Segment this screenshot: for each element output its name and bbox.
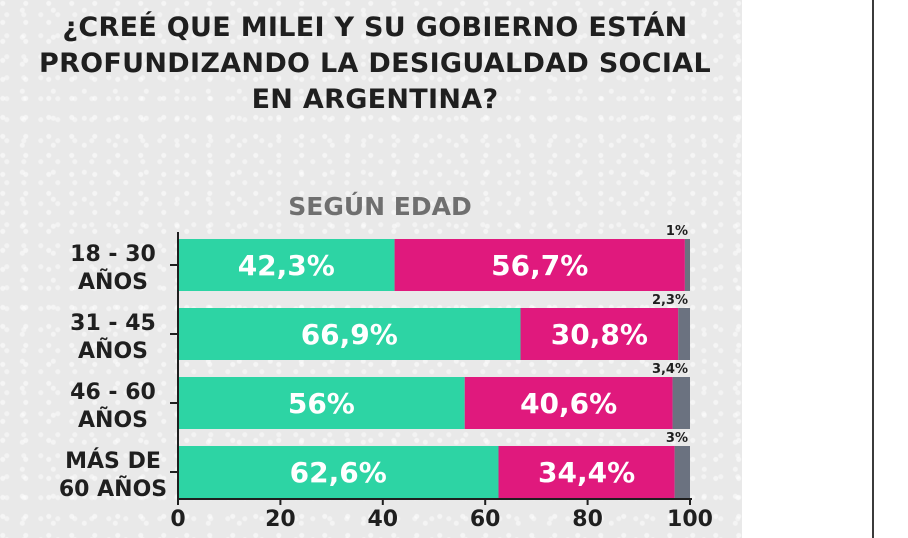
x-tick-label: 100 [667,507,713,532]
category-label: 60 AÑOS [59,476,167,502]
window-edge-divider [872,0,874,538]
chart-title: ¿CREÉ QUE MILEI Y SU GOBIERNO ESTÁN PROF… [39,12,711,115]
bar-segment [178,308,521,360]
x-tick-label: 20 [265,507,296,532]
bar-segment [394,239,685,291]
data-label: 40,6% [520,387,617,420]
data-label: 1% [666,224,688,239]
data-label: 2,3% [652,293,688,308]
data-label: 56% [288,387,355,420]
bar-segment [674,446,690,498]
bar-segment [178,239,395,291]
data-label: 56,7% [491,249,588,282]
x-tick-label: 80 [572,507,603,532]
bar-segment [498,446,675,498]
data-label: 34,4% [538,456,635,489]
x-tick-label: 40 [367,507,398,532]
data-label: 30,8% [551,318,648,351]
category-label: 18 - 30 [70,242,156,267]
category-label: 31 - 45 [70,311,156,336]
bar-segment [684,239,690,291]
data-label: 42,3% [238,249,335,282]
category-label: MÁS DE [65,448,161,474]
category-label: AÑOS [78,269,148,295]
data-label: 62,6% [290,456,387,489]
bar-segment [464,377,673,429]
bar-segment [178,377,465,429]
bar-segment [520,308,679,360]
category-label: AÑOS [78,338,148,364]
data-label: 3% [666,431,688,446]
category-label: AÑOS [78,407,148,433]
category-label: 46 - 60 [70,380,156,405]
bar-segment [672,377,690,429]
data-label: 66,9% [301,318,398,351]
bar-segment [178,446,499,498]
x-tick-label: 0 [170,507,185,532]
data-label: 3,4% [652,362,688,377]
chart-subtitle: SEGÚN EDAD [288,192,472,221]
x-tick-label: 60 [470,507,501,532]
bar-segment [678,308,690,360]
